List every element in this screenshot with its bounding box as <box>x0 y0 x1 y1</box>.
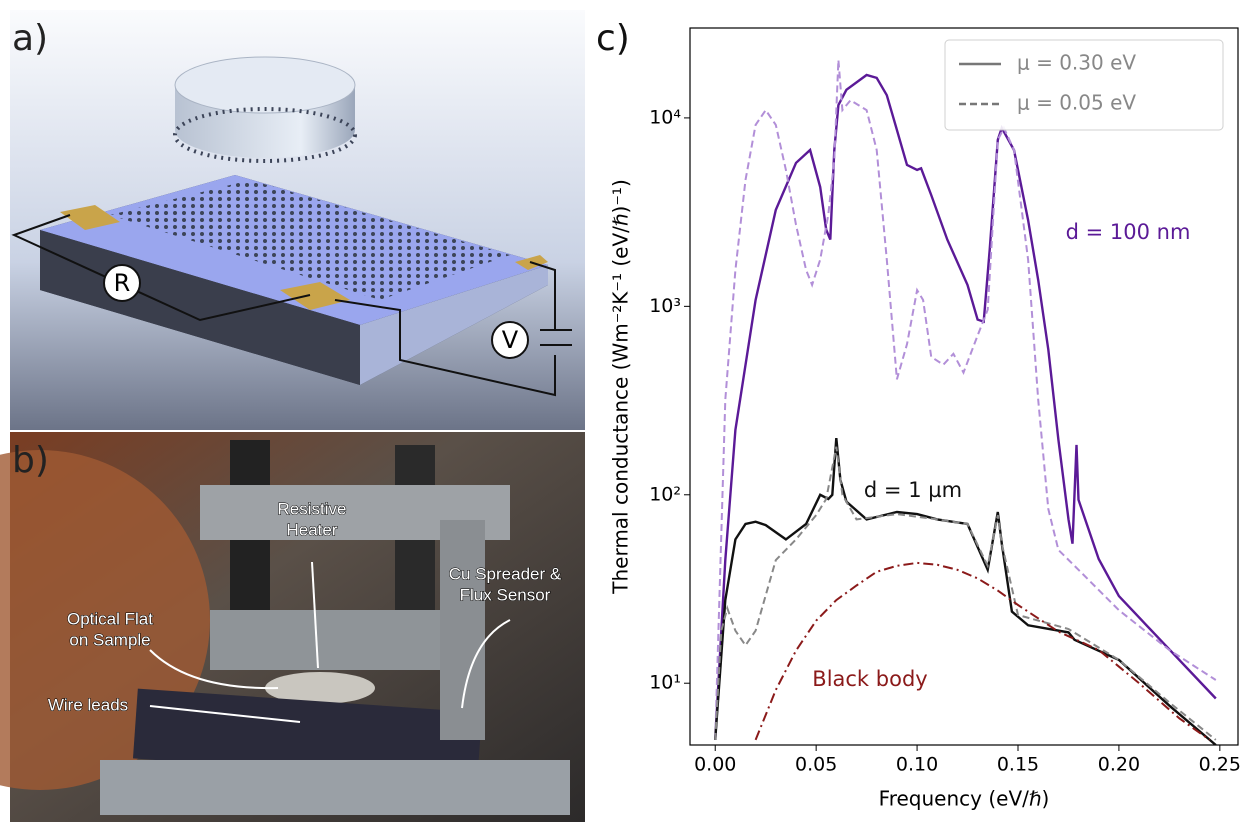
plot-frame <box>690 28 1238 745</box>
photo-annotation: Optical Flat <box>67 609 153 628</box>
y-tick-label: 10⁴ <box>649 106 681 128</box>
annotation: d = 100 nm <box>1066 220 1191 244</box>
panel-b: Resistive Heater Cu Spreader & Flux Sensor O… <box>0 432 585 822</box>
x-tick-label: 0.00 <box>694 754 736 776</box>
series-line <box>715 438 1216 745</box>
photo-annotation: Cu Spreader & <box>449 564 562 583</box>
series-line <box>715 75 1216 740</box>
series-lines <box>715 60 1216 745</box>
x-tick-label: 0.10 <box>896 754 938 776</box>
plot: 0.00 0.05 0.10 0.15 0.20 0.25 10¹ 10² 10³ 10⁴ Freq… <box>609 28 1241 811</box>
page: R V a) Resistive Heater Cu Spreader & Flux … <box>0 0 1243 826</box>
panel-a: R V a) <box>10 10 585 430</box>
legend-label: μ = 0.05 eV <box>1017 91 1136 115</box>
panel-label: b) <box>12 440 49 481</box>
legend-label: μ = 0.30 eV <box>1017 51 1136 75</box>
spreader <box>210 610 470 670</box>
x-tick-label: 0.05 <box>795 754 837 776</box>
x-tick-label: 0.15 <box>997 754 1039 776</box>
photo-annotation: Resistive <box>278 499 347 518</box>
x-axis-label: Frequency (eV/ℏ) <box>879 787 1050 811</box>
y-tick-label: 10³ <box>649 295 681 317</box>
y-axis-label: Thermal conductance (Wm⁻²K⁻¹ (eV/ℏ)⁻¹) <box>609 179 633 595</box>
photo-annotation: on Sample <box>69 630 150 649</box>
series-label: Black body <box>812 667 927 691</box>
series-line <box>756 563 1210 740</box>
series-line <box>715 60 1216 740</box>
y-tick-label: 10² <box>649 483 681 505</box>
photo-annotation: Flux Sensor <box>460 585 551 604</box>
figure: R V a) Resistive Heater Cu Spreader & Flux … <box>0 0 1243 822</box>
y-tick-label: 10¹ <box>649 672 681 694</box>
series-line <box>715 447 1216 740</box>
stage <box>100 760 570 815</box>
panel-label: c) <box>596 18 630 59</box>
optical-flat-top <box>175 57 355 113</box>
photo-annotation: Wire leads <box>48 695 128 714</box>
resistance-label: R <box>114 269 131 297</box>
photo-annotation: Heater <box>286 520 337 539</box>
panel-label: a) <box>12 18 48 59</box>
x-tick-label: 0.25 <box>1199 754 1241 776</box>
x-tick-label: 0.20 <box>1098 754 1140 776</box>
voltage-label: V <box>502 326 519 354</box>
annotation: d = 1 µm <box>864 478 962 502</box>
